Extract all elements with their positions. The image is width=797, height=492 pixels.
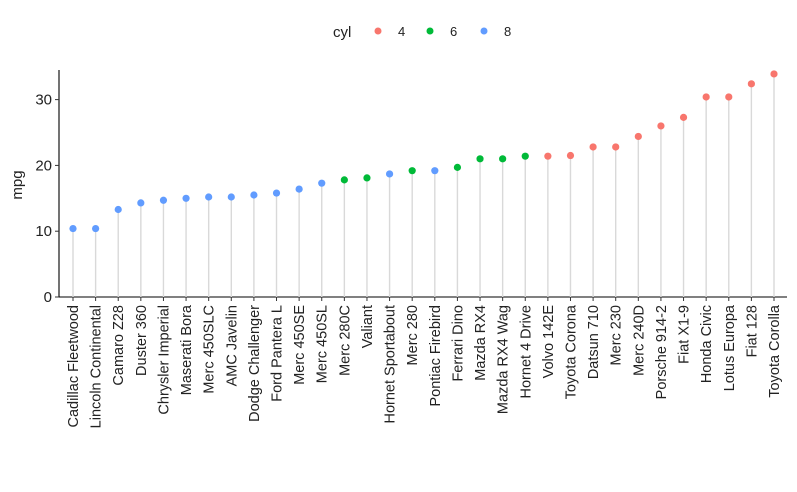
x-tick-label: Porsche 914-2 — [654, 305, 670, 399]
x-tick-label: Lincoln Continental — [89, 305, 105, 428]
legend-key-8 — [480, 27, 488, 35]
lollipop-point — [318, 179, 326, 187]
lollipop-point — [205, 193, 213, 201]
lollipop-point — [521, 152, 529, 160]
legend-label-6: 6 — [450, 24, 457, 39]
x-tick-label: Camaro Z28 — [111, 305, 127, 386]
lollipop-point — [408, 167, 416, 175]
x-tick-label: Merc 450SL — [315, 305, 331, 383]
lollipop-point — [385, 170, 394, 178]
y-axis-label: mpg — [9, 170, 26, 199]
lollipop-point — [92, 224, 100, 233]
x-tick-label: Hornet 4 Drive — [518, 305, 534, 398]
x-tick-label: Fiat X1-9 — [677, 305, 693, 364]
x-tick-label: Datsun 710 — [586, 305, 602, 379]
x-tick-label: Cadillac Fleetwood — [66, 305, 82, 428]
x-tick-label: Valiant — [360, 305, 376, 348]
lollipop-point — [295, 185, 303, 193]
x-tick-label: Fiat 128 — [744, 305, 760, 357]
lollipop-point — [589, 143, 597, 151]
x-tick-label: Maserati Bora — [179, 304, 195, 395]
x-tick-label: Merc 450SE — [292, 305, 308, 385]
lollipop-point — [137, 199, 145, 207]
y-axis: 0 10 20 30 — [35, 70, 60, 306]
x-tick-label: Dodge Challenger — [247, 305, 263, 422]
x-tick-label: Toyota Corona — [563, 304, 579, 399]
lollipop-point — [182, 194, 190, 202]
points — [69, 70, 778, 233]
x-tick-label: Duster 360 — [134, 305, 150, 376]
lollipop-point — [747, 80, 755, 88]
legend-label-4: 4 — [398, 24, 405, 39]
legend-key-6 — [426, 27, 434, 35]
y-tick-label: 20 — [35, 157, 52, 174]
y-tick-label: 10 — [35, 223, 52, 240]
x-tick-label: Toyota Corolla — [767, 304, 783, 398]
lollipop-point — [340, 176, 348, 184]
lollipop-point — [634, 132, 642, 141]
lollipop-point — [431, 167, 439, 175]
x-tick-label: Pontiac Firebird — [428, 305, 444, 407]
x-tick-label: Merc 280C — [337, 305, 353, 376]
y-tick-label: 0 — [44, 289, 52, 306]
x-tick-label: AMC Javelin — [224, 305, 240, 386]
legend-key-4 — [374, 27, 382, 35]
lollipop-point — [612, 143, 620, 151]
lollipop-point — [363, 174, 371, 182]
x-tick-label: Merc 240D — [631, 305, 647, 376]
lollipop-point — [566, 151, 575, 160]
x-tick-label: Lotus Europa — [722, 304, 738, 391]
lollipop-point — [159, 196, 168, 204]
y-tick-label: 30 — [35, 92, 52, 109]
lollipop-point — [250, 191, 258, 199]
lollipop-point — [69, 224, 77, 233]
lollipop-point — [725, 93, 733, 101]
x-tick-label: Merc 450SLC — [202, 305, 218, 394]
lollipop-point — [702, 93, 710, 101]
legend-label-8: 8 — [504, 24, 511, 39]
x-tick-label: Chrysler Imperial — [156, 305, 172, 415]
x-tick-label: Volvo 142E — [541, 305, 557, 379]
x-axis: Cadillac Fleetwood Lincoln Continental Cam… — [59, 296, 787, 428]
x-tick-label: Ford Pantera L — [270, 305, 286, 402]
lollipop-point — [453, 163, 462, 171]
lollipop-point — [544, 152, 552, 160]
x-tick-label: Merc 280 — [405, 305, 421, 365]
x-tick-label: Mazda RX4 — [473, 305, 489, 381]
legend-title: cyl — [333, 24, 351, 41]
lollipop-point — [679, 113, 688, 121]
lollipop-point — [114, 205, 122, 214]
lollipop-point — [657, 122, 665, 130]
lollipop-point — [770, 70, 778, 78]
lollipop-point — [227, 193, 235, 201]
x-tick-label: Hornet Sportabout — [383, 305, 399, 424]
x-tick-label: Mazda RX4 Wag — [496, 305, 512, 414]
x-tick-label: Ferrari Dino — [450, 305, 466, 382]
lollipop-point — [499, 155, 507, 163]
x-tick-label: Merc 230 — [609, 305, 625, 365]
x-tick-label: Honda Civic — [699, 305, 715, 383]
legend: cyl 4 6 8 — [333, 24, 511, 41]
lollipop-point — [476, 155, 484, 163]
stems — [72, 73, 775, 297]
lollipop-point — [272, 189, 281, 197]
